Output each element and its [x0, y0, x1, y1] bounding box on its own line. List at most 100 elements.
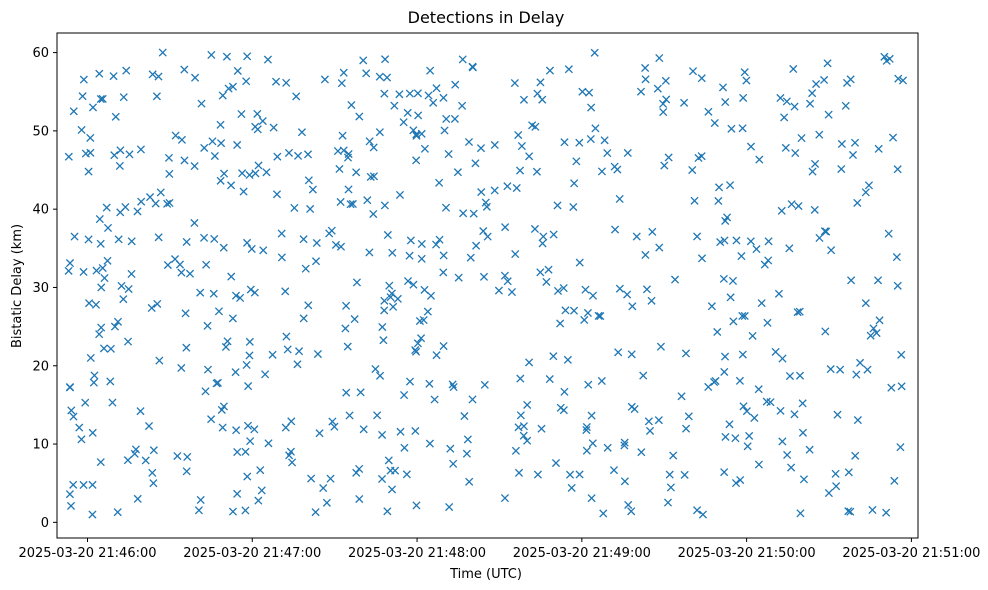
data-point: [264, 439, 273, 448]
data-point: [406, 236, 415, 245]
data-point: [136, 145, 145, 154]
data-point: [587, 103, 596, 112]
data-point: [639, 371, 648, 380]
data-point: [170, 255, 180, 264]
data-point: [720, 352, 730, 361]
data-point: [797, 133, 806, 143]
data-point: [763, 318, 772, 327]
data-point: [815, 233, 824, 243]
data-point: [511, 446, 520, 455]
data-point: [209, 289, 218, 298]
data-point: [412, 501, 421, 510]
data-point: [731, 479, 741, 488]
data-point: [124, 284, 133, 294]
data-point: [365, 248, 374, 257]
data-point: [258, 116, 267, 126]
data-point: [581, 285, 590, 294]
data-point: [238, 169, 247, 178]
data-point: [371, 364, 380, 374]
data-point: [725, 420, 734, 429]
data-point: [853, 416, 862, 425]
data-point: [299, 314, 308, 323]
data-point: [551, 458, 561, 468]
data-point: [123, 456, 132, 465]
data-point: [459, 209, 468, 218]
data-point: [103, 256, 112, 265]
data-point: [750, 413, 759, 423]
data-point: [710, 377, 719, 387]
data-point: [774, 289, 784, 298]
data-point: [362, 69, 371, 78]
data-point: [823, 59, 832, 68]
data-point: [380, 296, 389, 305]
data-point: [293, 151, 303, 160]
data-point: [341, 324, 350, 333]
data-point: [399, 118, 408, 127]
data-point: [512, 183, 521, 193]
data-point: [200, 143, 209, 152]
data-markers: [64, 48, 908, 519]
data-point: [624, 500, 633, 509]
data-point: [241, 447, 250, 456]
data-point: [369, 172, 378, 181]
data-point: [798, 428, 808, 437]
data-point: [464, 137, 474, 147]
data-point: [824, 488, 833, 498]
data-point: [553, 201, 562, 210]
data-point: [824, 110, 833, 119]
data-point: [70, 232, 79, 241]
data-point: [210, 234, 219, 243]
data-point: [480, 380, 489, 389]
data-point: [97, 283, 106, 292]
data-point: [322, 498, 331, 507]
data-point: [88, 480, 97, 489]
data-point: [864, 181, 874, 190]
data-point: [149, 479, 158, 488]
data-point: [603, 148, 612, 158]
data-point: [787, 200, 796, 209]
data-point: [245, 170, 254, 180]
data-point: [587, 411, 596, 420]
data-point: [99, 344, 108, 353]
data-point: [359, 56, 368, 65]
data-point: [335, 164, 344, 174]
data-point: [203, 365, 213, 374]
data-point: [177, 363, 186, 373]
data-point: [239, 187, 248, 196]
data-point: [782, 97, 791, 106]
data-point: [458, 101, 467, 110]
data-point: [880, 52, 889, 61]
data-point: [795, 307, 804, 316]
data-point: [389, 302, 398, 311]
data-point: [133, 494, 142, 503]
data-point: [269, 123, 278, 132]
data-point: [449, 459, 458, 468]
data-point: [538, 95, 547, 104]
data-point: [720, 236, 729, 245]
data-point: [290, 203, 299, 213]
data-point: [697, 254, 707, 263]
x-tick-label: 2025-03-20 21:47:00: [183, 546, 321, 561]
data-point: [677, 392, 686, 401]
data-point: [369, 143, 378, 152]
data-point: [384, 456, 393, 465]
data-point: [355, 112, 364, 121]
x-tick-label: 2025-03-20 21:46:00: [18, 546, 156, 561]
data-point: [525, 152, 534, 161]
data-point: [648, 227, 657, 236]
data-point: [789, 64, 798, 74]
data-point: [202, 260, 211, 269]
data-point: [385, 281, 394, 290]
data-point: [65, 382, 75, 392]
data-point: [331, 240, 341, 249]
data-point: [448, 380, 457, 389]
data-point: [453, 168, 462, 177]
data-point: [561, 306, 570, 315]
data-point: [778, 437, 787, 446]
data-point: [253, 109, 262, 118]
data-point: [203, 321, 212, 330]
data-point: [148, 468, 157, 477]
data-point: [426, 291, 436, 300]
data-point: [776, 406, 785, 415]
data-point: [745, 431, 754, 440]
